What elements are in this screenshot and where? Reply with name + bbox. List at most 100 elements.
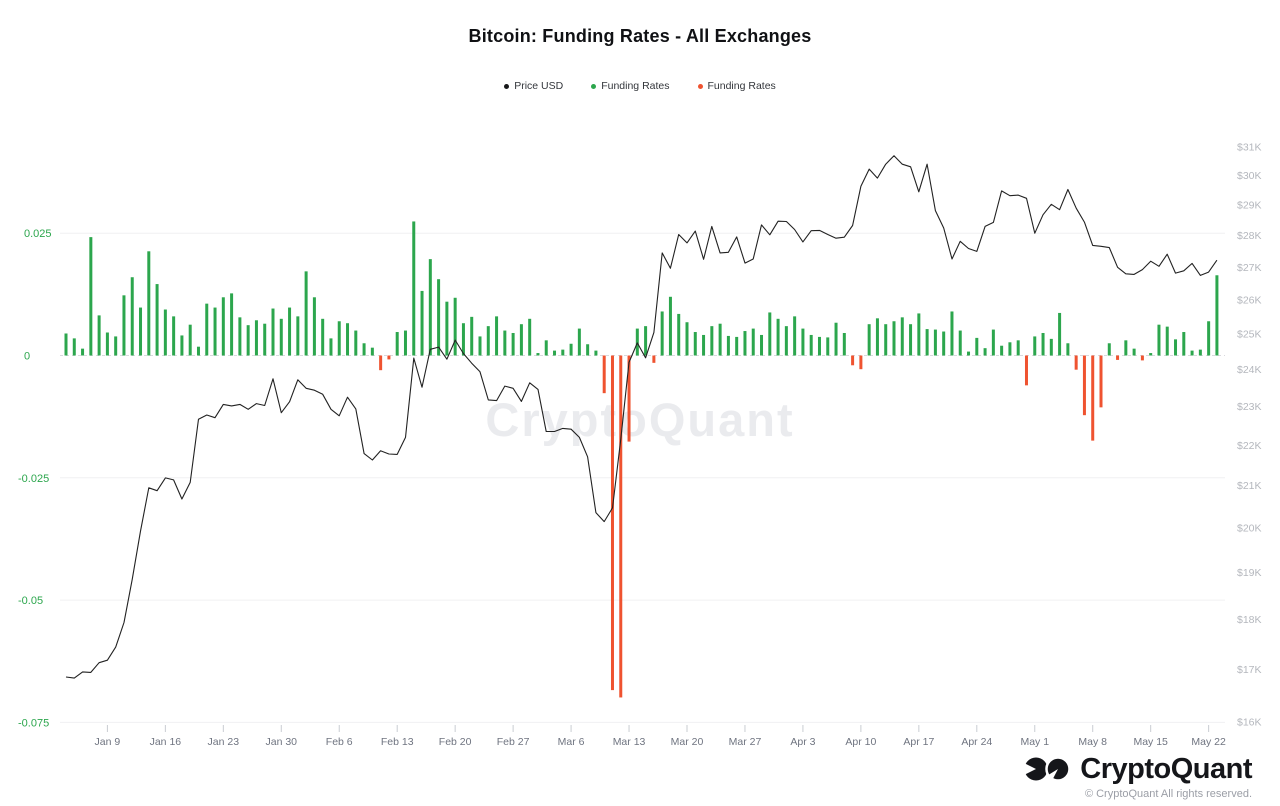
funding-bar-negative — [1091, 355, 1095, 441]
x-axis-tick-label: May 22 — [1191, 736, 1226, 748]
funding-bar-positive — [89, 237, 93, 356]
funding-bar-positive — [147, 251, 151, 356]
right-axis-tick-label: $19K — [1237, 567, 1262, 579]
funding-bar-positive — [213, 307, 217, 356]
x-axis-tick-label: Mar 6 — [558, 736, 585, 748]
x-axis-tick-label: Feb 20 — [439, 736, 472, 748]
funding-bar-positive — [991, 329, 995, 356]
funding-bar-positive — [809, 334, 813, 356]
left-axis-tick-label: -0.075 — [18, 717, 49, 729]
funding-bar-positive — [586, 344, 590, 356]
funding-bar-positive — [1000, 345, 1004, 356]
x-axis-tick-label: Jan 9 — [95, 736, 121, 748]
x-axis-tick-label: May 8 — [1078, 736, 1107, 748]
legend-label: Funding Rates — [601, 80, 670, 92]
funding-bar-positive — [635, 328, 639, 356]
funding-bar-negative — [859, 355, 863, 370]
funding-bar-positive — [834, 322, 838, 356]
left-axis-tick-label: -0.025 — [18, 473, 49, 485]
funding-bar-positive — [172, 316, 176, 356]
funding-bar-positive — [238, 317, 242, 356]
funding-bar-positive — [97, 315, 101, 356]
funding-bar-positive — [246, 325, 250, 356]
cryptoquant-logo[interactable]: CryptoQuant — [1024, 752, 1252, 786]
funding-bar-positive — [1132, 348, 1136, 356]
funding-bar-positive — [72, 338, 76, 356]
funding-bar-positive — [1149, 353, 1153, 356]
x-axis-tick-label: Apr 24 — [961, 736, 992, 748]
funding-bar-positive — [726, 335, 730, 356]
funding-bar-positive — [503, 330, 507, 356]
footer-brand-text: CryptoQuant — [1080, 752, 1252, 785]
right-axis-tick-label: $21K — [1237, 480, 1262, 492]
funding-bar-positive — [230, 293, 234, 356]
funding-bar-negative — [602, 355, 606, 394]
funding-bar-positive — [801, 328, 805, 356]
funding-bar-positive — [760, 334, 764, 356]
funding-bar-positive — [660, 311, 664, 356]
funding-bar-positive — [114, 336, 118, 356]
funding-bar-positive — [1033, 336, 1037, 356]
funding-bar-positive — [917, 313, 921, 356]
legend-label: Price USD — [514, 80, 564, 92]
funding-bar-positive — [1190, 350, 1194, 356]
funding-bar-positive — [892, 321, 896, 356]
funding-negative-dot-icon — [697, 83, 703, 89]
right-axis-tick-label: $24K — [1237, 364, 1262, 376]
funding-positive-dot-icon — [591, 83, 597, 89]
funding-bar-positive — [702, 334, 706, 356]
funding-bar-positive — [196, 346, 200, 356]
funding-bar-positive — [1049, 338, 1053, 356]
legend-item-price-usd[interactable]: Price USD — [504, 80, 563, 92]
footer-copyright: © CryptoQuant All rights reserved. — [1084, 788, 1252, 800]
funding-bar-positive — [644, 326, 648, 356]
funding-bar-positive — [271, 308, 275, 356]
funding-bar-positive — [64, 333, 68, 356]
funding-bar-positive — [867, 324, 871, 356]
funding-bar-positive — [130, 277, 134, 356]
funding-bar-positive — [561, 349, 565, 356]
funding-bar-positive — [354, 330, 358, 356]
right-axis-tick-label: $26K — [1237, 295, 1262, 307]
funding-bar-positive — [370, 347, 374, 356]
funding-bar-positive — [288, 307, 292, 356]
left-axis-labels: 0.025 0 -0.025 -0.05 -0.075 — [18, 228, 52, 729]
right-axis-tick-label: $23K — [1237, 401, 1262, 413]
funding-bar-positive — [1016, 340, 1020, 356]
funding-bar-positive — [321, 318, 325, 356]
funding-bar-negative — [1082, 355, 1086, 416]
funding-bar-positive — [1107, 343, 1111, 356]
funding-bar-positive — [395, 332, 399, 356]
funding-bar-positive — [983, 348, 987, 356]
right-axis-tick-label: $30K — [1237, 170, 1262, 182]
funding-bar-positive — [958, 330, 962, 356]
funding-bar-positive — [312, 297, 316, 356]
funding-bar-positive — [975, 337, 979, 356]
funding-bar-positive — [1165, 326, 1169, 356]
funding-bar-positive — [577, 328, 581, 356]
funding-bar-negative — [627, 355, 631, 442]
funding-bar-positive — [743, 331, 747, 356]
funding-bar-positive — [279, 318, 283, 356]
funding-bar-positive — [884, 324, 888, 356]
x-axis-tick-label: Feb 13 — [381, 736, 414, 748]
funding-bar-positive — [362, 343, 366, 356]
funding-bar-negative — [619, 355, 623, 698]
funding-bar-positive — [403, 330, 407, 356]
x-axis-tick-label: Jan 16 — [150, 736, 182, 748]
funding-bar-positive — [693, 332, 697, 356]
funding-bar-negative — [610, 355, 614, 691]
funding-bar-positive — [486, 326, 490, 356]
funding-bar-positive — [710, 326, 714, 356]
funding-bar-positive — [933, 329, 937, 356]
funding-bar-positive — [437, 279, 441, 356]
funding-bar-positive — [544, 340, 548, 356]
funding-bar-positive — [304, 271, 308, 356]
funding-bar-positive — [1058, 312, 1062, 356]
legend-item-funding-rates-negative[interactable]: Funding Rates — [697, 80, 776, 92]
funding-bar-positive — [909, 324, 913, 356]
legend-item-funding-rates-positive[interactable]: Funding Rates — [591, 80, 670, 92]
funding-bar-negative — [652, 355, 656, 363]
